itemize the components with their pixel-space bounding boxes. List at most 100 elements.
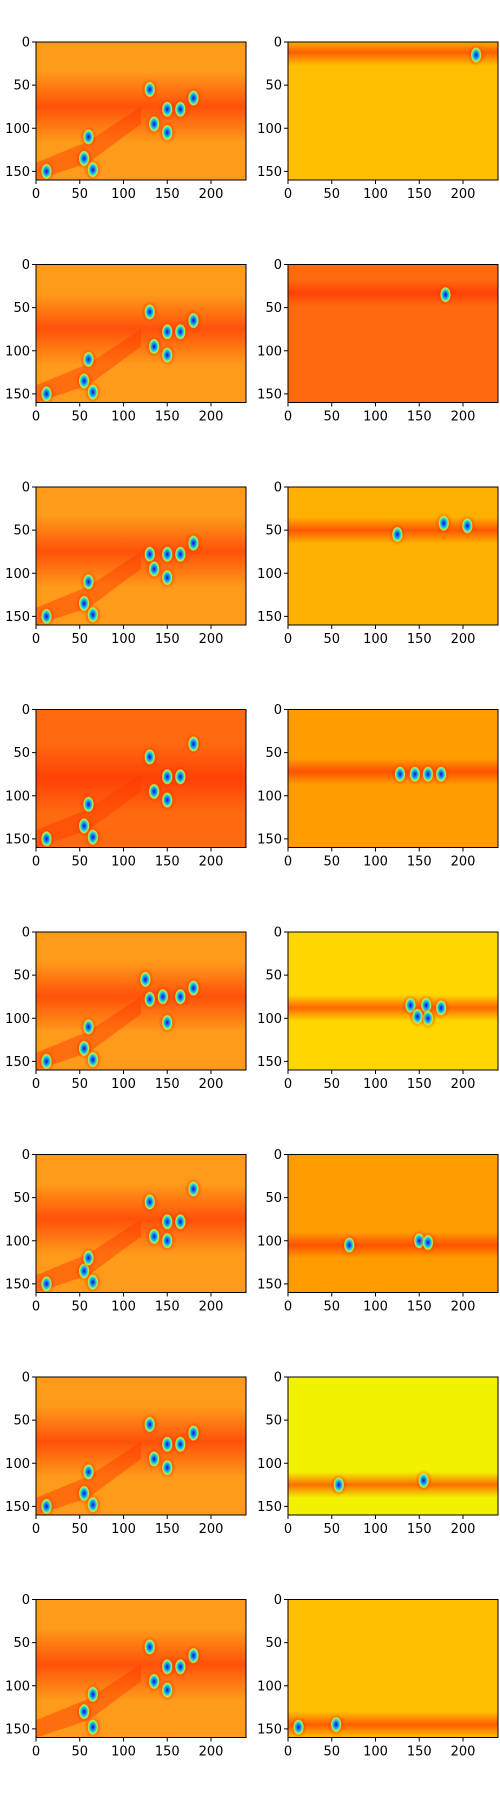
heatmap-band (288, 42, 498, 66)
plot-frame (35, 264, 247, 403)
x-tick-label: 150 (407, 1077, 432, 1092)
x-tick-label: 0 (284, 1077, 292, 1092)
heatmap-blob (435, 766, 447, 783)
x-tick-label: 100 (363, 410, 388, 425)
y-tick-label: 100 (257, 567, 282, 582)
y-tick-label: 150 (5, 832, 30, 847)
x-tick-label: 100 (111, 187, 136, 202)
heatmap-band (36, 1629, 246, 1700)
x-tick-label: 100 (363, 1522, 388, 1537)
x-tick-label: 50 (71, 632, 88, 647)
heatmap-background (288, 487, 498, 625)
heatmap-image (288, 1154, 498, 1293)
plot-frame (287, 1376, 499, 1516)
y-tick-label: 0 (22, 703, 30, 718)
heatmap-blob (188, 312, 199, 329)
heatmap-blob (412, 1008, 423, 1025)
x-tick-label: 150 (407, 1522, 432, 1537)
heatmap-blob (83, 573, 94, 590)
x-tick-label: 0 (284, 855, 292, 870)
x-tick-label: 150 (155, 1077, 180, 1092)
heatmap-blob (41, 163, 52, 180)
heatmap-image (288, 1377, 498, 1515)
heatmap-band (288, 994, 498, 1021)
x-tick-label: 200 (451, 632, 476, 647)
heatmap-panel-r7c2: 0 50 100 150 200 0 50 100 150 (257, 1371, 499, 1537)
heatmap-panel-r6c1: 0 50 100 150 200 0 50 100 150 (5, 1148, 247, 1315)
heatmap-blob (409, 766, 421, 783)
heatmap-blob (174, 988, 186, 1005)
x-tick-label: 100 (363, 1300, 388, 1315)
x-tick-label: 50 (323, 632, 340, 647)
heatmap-blob (87, 1051, 99, 1068)
heatmap-blob (161, 1459, 173, 1476)
heatmap-blob (438, 515, 450, 532)
y-tick-label: 150 (5, 165, 30, 180)
heatmap-blob (41, 385, 52, 402)
heatmap-band (288, 1232, 498, 1259)
x-tick-label: 0 (32, 410, 40, 425)
y-tick-label: 150 (257, 387, 282, 402)
heatmap-blob (41, 1275, 52, 1292)
y-tick-label: 150 (257, 1500, 282, 1515)
heatmap-blob (83, 351, 94, 368)
heatmap-blob (174, 1658, 186, 1675)
plot-frame (35, 41, 247, 181)
x-tick-label: 150 (155, 1300, 180, 1315)
heatmap-blob (422, 766, 434, 783)
heatmap-blob (144, 748, 156, 765)
heatmap-blob (139, 971, 151, 988)
x-tick-label: 200 (199, 855, 224, 870)
heatmap-blob (41, 830, 52, 847)
heatmap-image (36, 42, 246, 180)
heatmap-image (288, 487, 498, 625)
x-tick-label: 100 (111, 1522, 136, 1537)
plot-frame (35, 709, 247, 848)
plot-frame (287, 41, 499, 181)
x-tick-label: 150 (155, 855, 180, 870)
y-tick-label: 0 (274, 703, 282, 718)
x-tick-label: 0 (32, 187, 40, 202)
heatmap-blob (188, 980, 199, 997)
heatmap-band (36, 294, 246, 365)
heatmap-blob (174, 1436, 186, 1453)
x-tick-label: 150 (155, 632, 180, 647)
heatmap-blob (144, 1416, 156, 1433)
heatmap-blob (83, 796, 94, 813)
x-tick-label: 100 (111, 410, 136, 425)
y-tick-label: 50 (13, 1636, 30, 1651)
x-tick-label: 0 (284, 632, 292, 647)
x-tick-label: 150 (155, 1745, 180, 1760)
heatmap-image (36, 709, 246, 848)
heatmap-band (36, 1184, 246, 1255)
heatmap-blob (161, 323, 173, 340)
heatmap-blob (161, 569, 173, 586)
heatmap-image (36, 487, 246, 625)
x-tick-label: 0 (32, 1745, 40, 1760)
plot-frame (35, 1376, 247, 1516)
heatmap-blob (174, 1213, 186, 1230)
x-tick-label: 100 (363, 855, 388, 870)
x-tick-label: 150 (407, 410, 432, 425)
x-tick-label: 0 (284, 187, 292, 202)
y-tick-label: 100 (5, 1457, 30, 1472)
heatmap-image (36, 1599, 246, 1738)
heatmap-blob (161, 124, 173, 141)
heatmap-panel-r3c1: 0 50 100 150 200 0 50 100 150 (5, 481, 247, 647)
x-tick-label: 50 (71, 187, 88, 202)
x-tick-label: 100 (111, 632, 136, 647)
y-tick-label: 100 (257, 1012, 282, 1027)
y-tick-label: 100 (257, 1679, 282, 1694)
x-tick-label: 150 (407, 855, 432, 870)
x-tick-label: 50 (323, 1300, 340, 1315)
heatmap-blob (174, 101, 186, 118)
x-tick-label: 200 (199, 187, 224, 202)
heatmap-band (36, 1406, 246, 1477)
x-tick-label: 200 (199, 1300, 224, 1315)
y-tick-label: 50 (13, 969, 30, 984)
y-tick-label: 0 (22, 1593, 30, 1608)
heatmap-blob (461, 517, 473, 534)
heatmap-blob (87, 1274, 99, 1291)
x-tick-label: 0 (32, 632, 40, 647)
